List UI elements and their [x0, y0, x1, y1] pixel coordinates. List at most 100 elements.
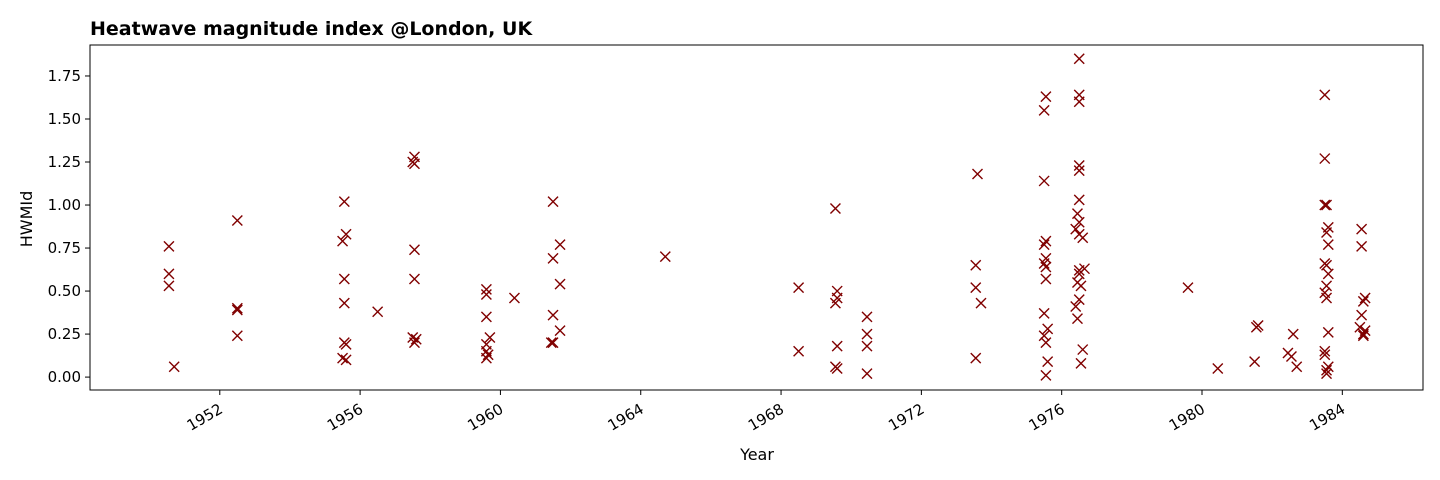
data-point [831, 292, 843, 304]
data-point [1073, 165, 1085, 177]
data-point [547, 309, 559, 321]
data-point [1322, 239, 1334, 251]
x-tick-label: 1952 [184, 400, 226, 435]
data-point [793, 282, 805, 294]
data-point [831, 362, 843, 374]
data-point [1357, 295, 1369, 307]
x-tick-label: 1960 [464, 400, 506, 435]
x-axis-label: Year [739, 445, 774, 464]
y-tick-label: 0.25 [48, 325, 81, 343]
data-point [1322, 326, 1334, 338]
data-point [340, 354, 352, 366]
data-point [975, 297, 987, 309]
data-point [1359, 292, 1371, 304]
data-point [970, 259, 982, 271]
data-point [793, 345, 805, 357]
data-point [1319, 153, 1331, 165]
y-axis-label: HWMId [17, 191, 36, 248]
data-point [1321, 280, 1333, 292]
data-point [1357, 328, 1369, 340]
data-point [1070, 223, 1082, 235]
data-point [1038, 307, 1050, 319]
data-point [970, 352, 982, 364]
data-point [231, 304, 243, 316]
data-point [1319, 89, 1331, 101]
data-point [338, 196, 350, 208]
data-point [482, 349, 494, 361]
y-tick-label: 1.50 [48, 110, 81, 128]
data-point [508, 292, 520, 304]
data-point [338, 273, 350, 285]
data-point [1071, 313, 1083, 325]
data-point [480, 311, 492, 323]
y-tick-label: 0.00 [48, 368, 81, 386]
data-point [410, 333, 422, 345]
data-point [554, 239, 566, 251]
data-point [1073, 194, 1085, 206]
data-point [829, 202, 841, 214]
data-point [231, 215, 243, 227]
data-point [1038, 258, 1050, 270]
data-point [163, 240, 175, 252]
data-point [231, 330, 243, 342]
data-point [1319, 199, 1331, 211]
data-point [1073, 294, 1085, 306]
data-point [1077, 232, 1089, 244]
data-point [408, 244, 420, 256]
data-point [1356, 240, 1368, 252]
data-point [1040, 261, 1052, 273]
x-tick-label: 1980 [1166, 400, 1208, 435]
data-point [480, 289, 492, 300]
data-point [1356, 223, 1368, 235]
data-point [1252, 319, 1264, 331]
data-point [554, 278, 566, 290]
data-point [831, 340, 843, 352]
x-tick-label: 1956 [324, 400, 366, 435]
data-point [1038, 239, 1050, 251]
data-point [1038, 330, 1050, 342]
data-point [1291, 361, 1303, 373]
y-tick-label: 0.50 [48, 282, 81, 300]
data-point [554, 325, 566, 337]
data-point [1073, 53, 1085, 65]
data-point [1071, 208, 1083, 220]
data-point [1321, 292, 1333, 304]
data-point [1319, 345, 1331, 357]
data-point [1249, 356, 1261, 368]
data-point [1321, 364, 1333, 376]
data-point [163, 280, 175, 292]
data-point [1319, 349, 1331, 361]
data-point [1073, 159, 1085, 171]
data-point [1073, 268, 1085, 280]
data-point [340, 228, 352, 240]
data-point [1321, 368, 1333, 380]
data-point [1042, 323, 1054, 335]
data-point [337, 235, 349, 247]
data-point [659, 251, 671, 263]
data-point [970, 282, 982, 294]
data-point [484, 332, 496, 344]
data-point [1038, 104, 1050, 116]
data-point [1182, 282, 1194, 294]
data-point [547, 337, 559, 349]
y-tick-label: 1.75 [48, 67, 81, 85]
data-point [408, 337, 420, 349]
data-point [1040, 369, 1052, 381]
data-point [1354, 321, 1366, 333]
data-point [168, 361, 180, 373]
data-point [1322, 268, 1334, 280]
data-point [340, 338, 352, 350]
data-point [861, 368, 873, 380]
data-point [408, 273, 420, 285]
data-point [337, 352, 349, 364]
x-axis: 1952 1956 1960 1964 1968 1972 1976 1980 1984 [184, 390, 1348, 435]
data-point [338, 297, 350, 309]
y-tick-label: 1.25 [48, 153, 81, 171]
x-tick-label: 1964 [605, 400, 647, 435]
data-point [1073, 216, 1085, 228]
y-axis: 0.00 0.25 0.50 0.75 1.00 1.25 1.50 1.75 [48, 67, 90, 386]
data-point [1077, 344, 1089, 356]
data-point [231, 302, 243, 314]
plot-frame [89, 44, 1424, 391]
